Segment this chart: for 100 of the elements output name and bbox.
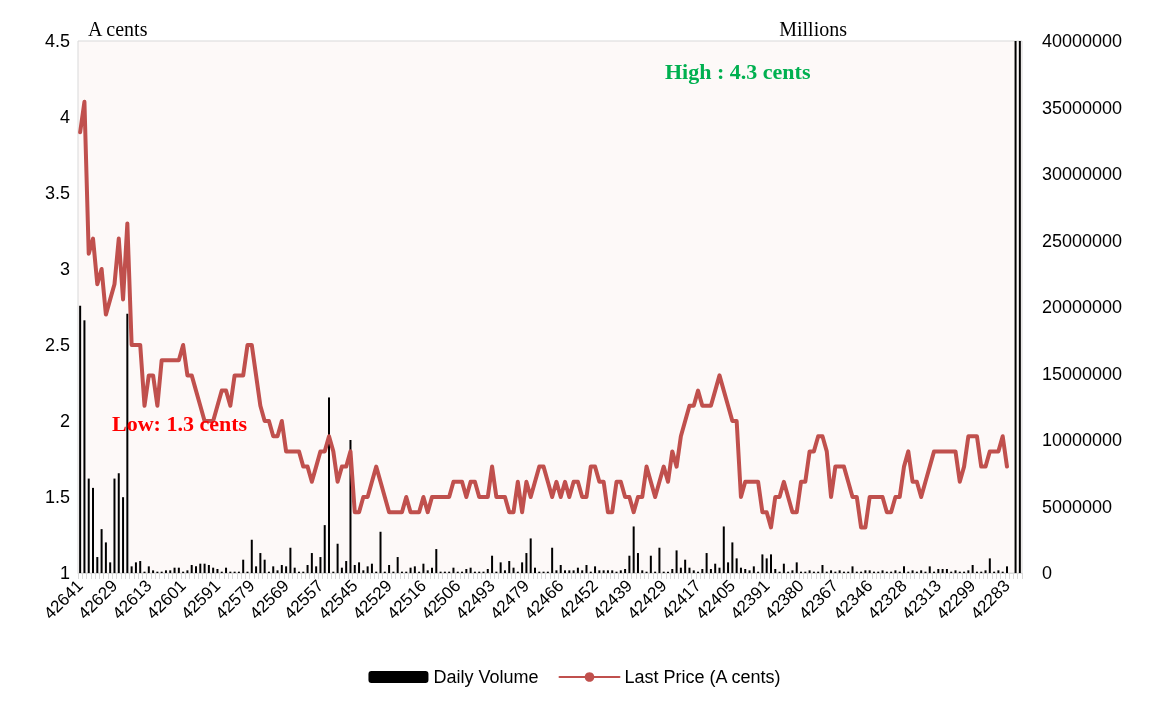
bar [117,473,120,573]
bar [431,567,433,573]
bar [821,565,824,573]
bar [735,558,738,573]
bar [259,553,262,573]
bar [709,569,712,573]
bar [568,570,571,573]
bar [113,478,116,573]
bar [285,566,288,573]
bar [212,567,215,573]
bar [328,397,331,573]
bar [641,570,644,573]
bar [255,566,258,573]
bar [555,570,558,573]
bar [671,569,674,573]
bar [276,570,279,573]
bar [748,570,751,573]
bar [79,305,82,573]
bar [881,570,884,573]
bar [152,570,155,573]
bar [894,570,897,573]
bar [92,487,95,573]
y2-tick-label: 25000000 [1042,230,1123,251]
bar [611,570,614,573]
bar [920,570,923,573]
bar [169,570,172,573]
bar [362,570,365,573]
bar [602,570,605,573]
y2-tick-label: 15000000 [1042,363,1123,384]
bar [396,557,399,573]
bar [134,562,137,573]
bar [636,553,639,573]
bar [413,566,416,573]
bar [808,570,811,573]
bar [426,570,429,573]
bar [186,570,189,573]
bar [684,559,687,573]
bar [306,565,309,573]
bar [649,555,652,573]
bar [491,555,494,573]
bar [525,553,528,573]
bar [971,565,974,573]
bar [422,563,425,573]
bar [551,547,554,573]
bar [203,563,206,573]
bar [409,567,412,573]
legend-label: Last Price (A cents) [624,667,781,687]
bar [529,538,532,573]
bar [1005,566,1008,573]
bar [190,565,193,573]
bar [838,570,841,573]
bar [632,526,635,573]
line-series [78,99,1009,530]
bar [675,550,678,573]
bar [345,561,348,573]
bar [173,567,176,573]
bar [263,559,266,573]
bar [1014,41,1017,573]
bar [581,570,584,573]
bar [353,565,356,573]
bar [87,478,90,573]
y2-tick-label: 0 [1042,563,1053,583]
bar [688,567,691,573]
bar [216,569,219,573]
bar [195,566,197,573]
bar [727,562,730,573]
y2-tick-label: 40000000 [1042,31,1123,51]
bar [177,567,180,573]
bar [559,565,562,573]
y2-axis-title: Millions [779,18,848,40]
bar [289,547,292,573]
bar [225,567,228,573]
annotation: High : 4.3 cents [665,58,811,84]
bar [739,567,742,573]
bar [96,557,99,573]
bar [903,566,905,573]
bar [521,562,524,573]
bar [795,562,798,573]
bar [452,567,455,573]
bar [830,570,833,573]
y2-tick-label: 5000000 [1042,496,1113,517]
bar [774,569,777,573]
bar [122,497,125,573]
bar [366,566,369,573]
y2-tick-label: 35000000 [1042,97,1123,118]
bar [336,543,339,573]
bar [984,570,987,573]
y-tick-label: 2.5 [44,335,70,355]
bar [752,566,755,573]
bar [319,557,322,573]
bar [469,567,472,573]
bar [997,570,1000,573]
bar [323,525,326,573]
bar [701,569,704,573]
bar [722,526,725,573]
bar [315,566,318,573]
bar [945,569,948,573]
bar [242,559,245,573]
bar [692,570,695,573]
bar [624,569,627,573]
